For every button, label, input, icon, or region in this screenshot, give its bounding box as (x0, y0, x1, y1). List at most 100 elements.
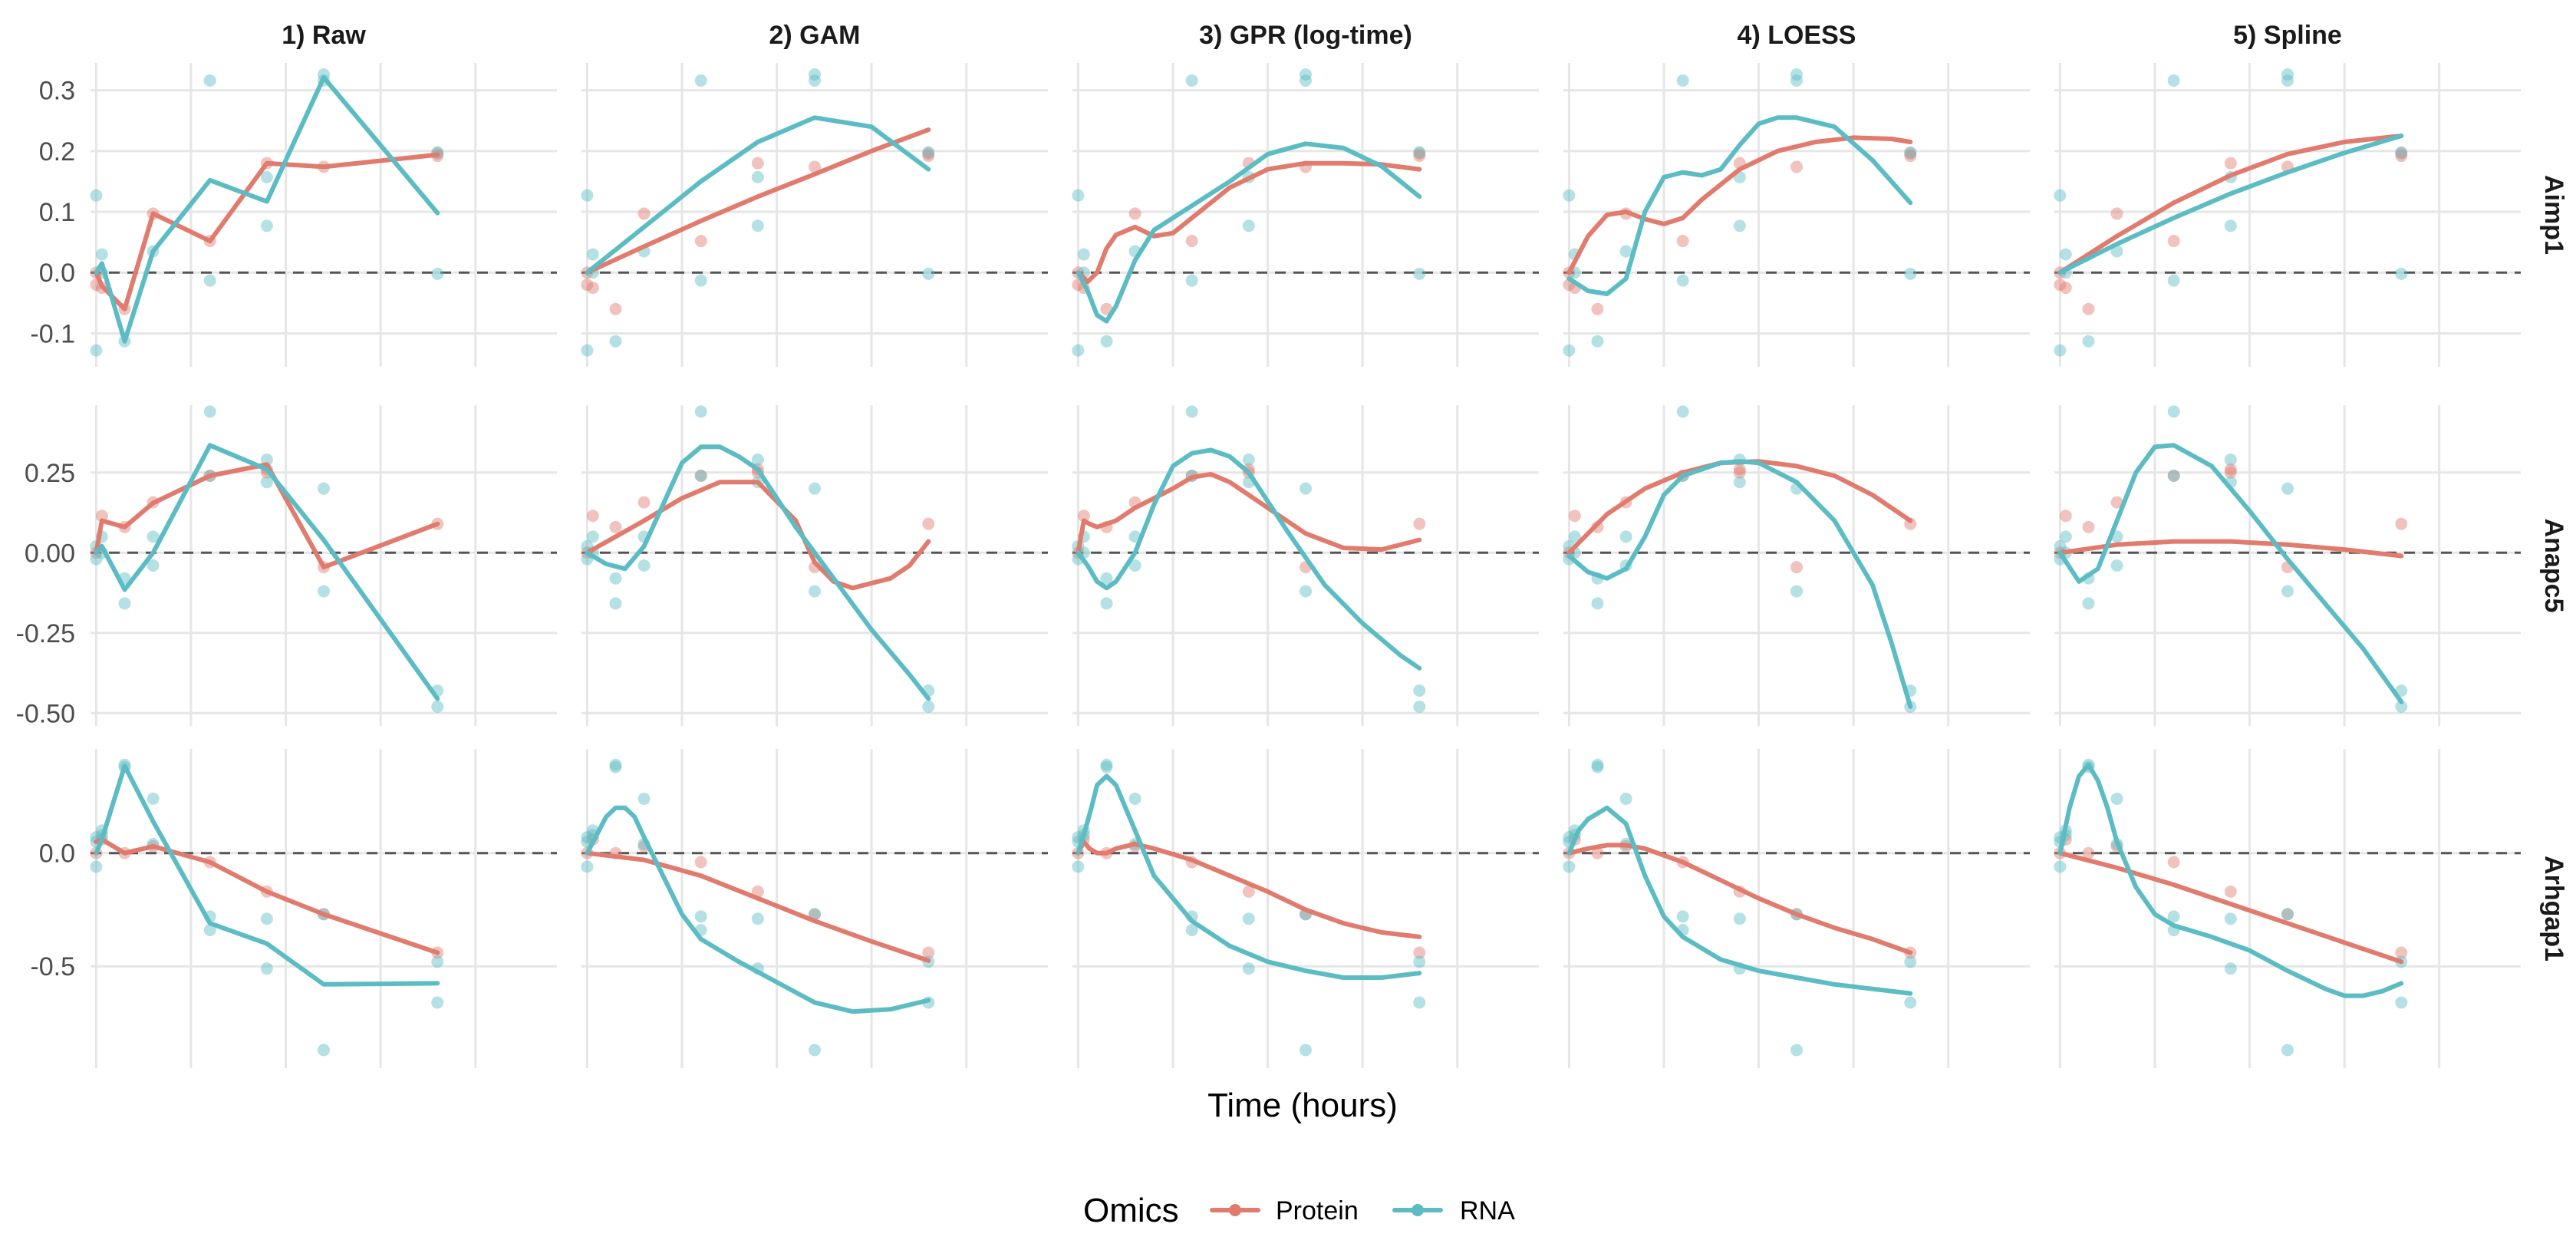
data-point-rna (2054, 860, 2067, 873)
data-point-rna (318, 68, 330, 81)
legend-title: Omics (1083, 1192, 1179, 1229)
data-point-rna (318, 482, 330, 495)
y-tick-label-aimp1: -0.1 (30, 319, 75, 348)
strip-label-4-loess: 4) LOESS (1738, 21, 1856, 50)
data-point-rna (1790, 74, 1803, 87)
data-point-protein (922, 150, 935, 163)
series-line-rna (1566, 459, 1913, 709)
data-point-rna (260, 170, 273, 183)
data-point-protein (809, 160, 821, 173)
data-point-rna (637, 559, 651, 572)
data-point-rna (1413, 146, 1426, 159)
y-tick-label-anapc5: -0.50 (16, 699, 76, 728)
legend-key-rna: RNA (1392, 1196, 1515, 1225)
panel-anapc5-4-loess (1563, 405, 2030, 726)
data-point-protein (2167, 235, 2180, 248)
data-point-rna (1591, 597, 1604, 610)
data-point-protein (1413, 150, 1426, 163)
data-point-rna (609, 572, 622, 585)
data-point-rna (1413, 955, 1426, 968)
data-point-rna (1185, 274, 1198, 287)
data-point-rna (2224, 912, 2237, 925)
legend: Omics Protein RNA (1083, 1192, 1515, 1229)
data-point-rna (1300, 1044, 1312, 1057)
data-point-rna (2281, 585, 2294, 598)
panel-aimp1-3-gpr-log-time (1072, 63, 1539, 367)
data-point-protein (1904, 147, 1917, 160)
data-point-protein (1904, 150, 1917, 163)
data-point-rna (1242, 219, 1255, 233)
data-point-protein (2224, 463, 2237, 476)
data-point-rna (1413, 684, 1426, 698)
data-point-rna (609, 758, 622, 771)
data-point-rna (1790, 1044, 1803, 1057)
data-point-rna (2054, 344, 2067, 357)
data-point-rna (922, 146, 935, 159)
facet-panels (90, 63, 2521, 1068)
data-point-protein (2395, 517, 2408, 530)
data-point-rna (694, 274, 707, 287)
panel-arhgap1-4-loess (1563, 749, 2030, 1068)
data-point-rna (586, 530, 599, 543)
data-point-rna (2224, 962, 2237, 975)
data-point-rna (2281, 482, 2294, 495)
data-point-protein (581, 279, 594, 292)
data-point-rna (431, 955, 444, 968)
data-point-rna (1185, 74, 1198, 87)
y-tick-label-aimp1: 0.0 (39, 259, 75, 288)
series-line-rna (1076, 774, 1422, 980)
strip-label-1-raw: 1) Raw (282, 21, 366, 50)
data-point-rna (260, 219, 273, 233)
data-point-rna (1563, 344, 1576, 357)
series-line-rna (585, 115, 931, 275)
data-point-rna (1733, 912, 1746, 925)
data-point-rna (637, 792, 651, 805)
data-point-rna (2167, 910, 2180, 923)
y-tick-label-anapc5: 0.25 (25, 459, 75, 488)
data-point-protein (751, 157, 764, 170)
data-point-rna (2281, 908, 2294, 921)
data-point-rna (2110, 792, 2123, 805)
series-line-protein (2057, 134, 2404, 275)
y-tick-labels: -0.1 0.0 0.1 0.2 0.3 -0.50 -0.25 0.00 0.25 -0.5 0.… (16, 77, 76, 982)
data-point-protein (1242, 885, 1255, 898)
data-point-rna (1185, 405, 1198, 418)
data-point-rna (90, 860, 103, 873)
data-point-protein (809, 908, 821, 921)
data-point-rna (90, 553, 103, 566)
data-point-rna (1619, 530, 1632, 543)
data-point-protein (694, 469, 707, 482)
data-point-protein (609, 302, 622, 315)
data-point-rna (2082, 335, 2095, 348)
panel-aimp1-1-raw (90, 63, 557, 367)
data-point-rna (2054, 539, 2067, 553)
series-line-protein (585, 850, 931, 963)
data-point-rna (260, 962, 273, 975)
data-point-protein (2082, 302, 2095, 315)
series-line-rna (2057, 134, 2404, 275)
strip-label-5-spline: 5) Spline (2233, 21, 2342, 50)
data-point-rna (1676, 405, 1689, 418)
data-point-rna (694, 910, 707, 923)
series-line-rna (585, 805, 931, 1014)
data-point-protein (1128, 207, 1141, 220)
y-tick-label-aimp1: 0.1 (39, 198, 75, 227)
series-line-rna (585, 444, 931, 701)
legend-label-protein: Protein (1276, 1196, 1359, 1225)
series-line-protein (1076, 840, 1422, 939)
data-point-rna (431, 996, 444, 1009)
data-point-rna (2167, 274, 2180, 287)
data-point-rna (2281, 1044, 2294, 1057)
data-point-rna (609, 335, 622, 348)
series-line-rna (1076, 447, 1422, 671)
series-line-protein (1566, 843, 1913, 955)
legend-key-protein-dot (1229, 1204, 1241, 1216)
data-point-rna (1904, 996, 1917, 1009)
data-point-rna (1413, 267, 1426, 280)
data-point-protein (922, 946, 935, 959)
data-point-rna (751, 454, 764, 467)
data-point-rna (2082, 597, 2095, 610)
data-point-rna (2110, 559, 2123, 572)
data-point-protein (2395, 946, 2408, 959)
data-point-rna (203, 405, 216, 418)
